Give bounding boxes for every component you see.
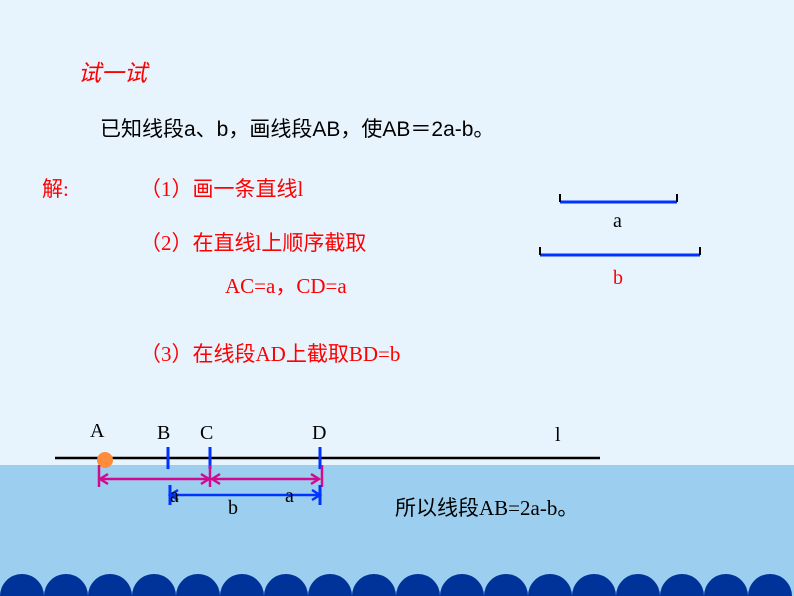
arrow-a2-label: a [285,485,294,508]
wave-border [0,546,794,596]
segment-a-label: a [613,210,622,233]
point-D-label: D [312,422,326,445]
point-C-label: C [200,422,213,445]
arrow-a1-label: a [170,485,179,508]
segment-a-svg [0,0,794,596]
line-l-label: l [555,424,561,447]
point-A-label: A [90,420,104,443]
segment-b-label: b [613,267,623,290]
point-B-label: B [157,422,170,445]
arrow-b-label: b [228,497,238,520]
